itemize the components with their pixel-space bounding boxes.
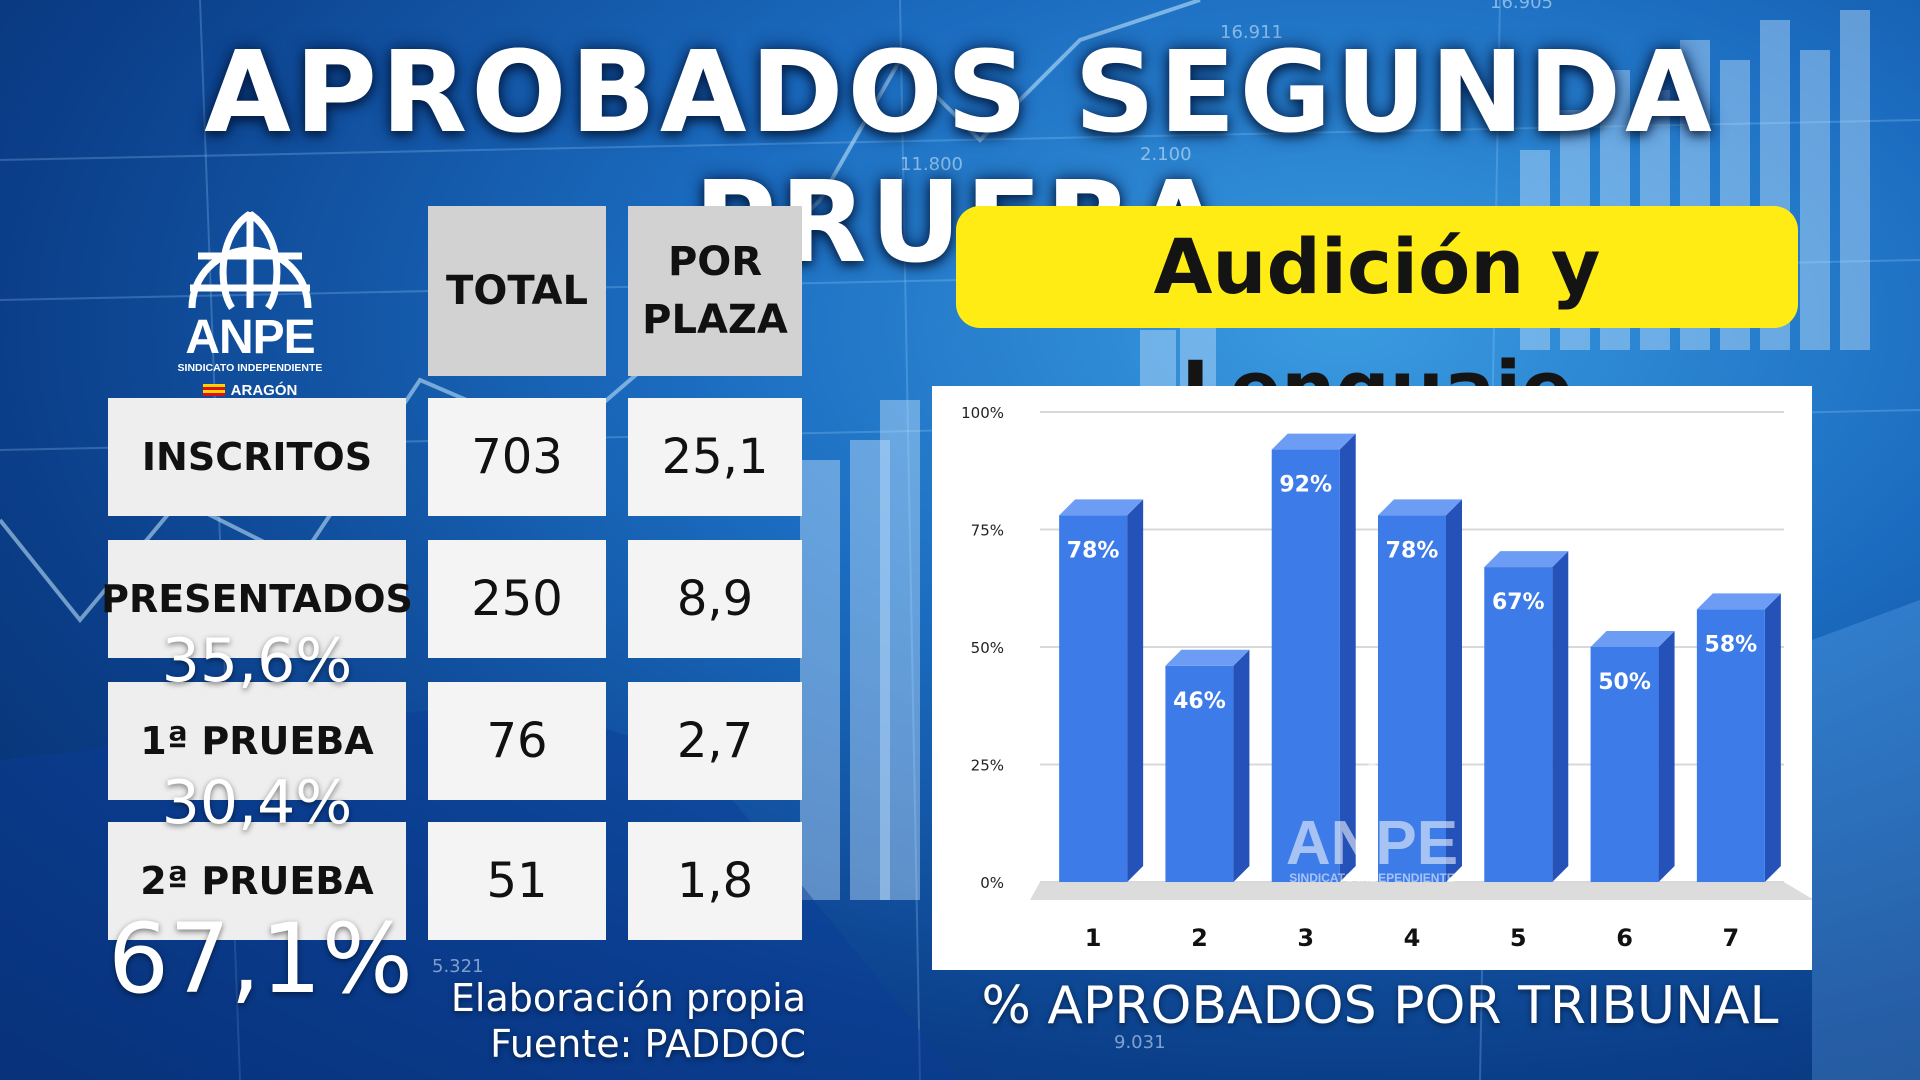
y-tick-label: 50%: [971, 639, 1004, 657]
data-label: 78%: [1386, 538, 1439, 563]
data-label: 92%: [1279, 473, 1332, 498]
x-tick-label: 7: [1723, 924, 1740, 952]
globe-icon: [188, 211, 312, 311]
bar: [1165, 665, 1234, 882]
background-number: 11.800: [900, 154, 963, 175]
bar-top: [1059, 499, 1144, 516]
data-label: 46%: [1173, 689, 1226, 714]
background-number: 16.911: [1220, 22, 1283, 43]
logo-name: ANPE: [185, 311, 315, 364]
x-tick-label: 6: [1616, 924, 1633, 952]
data-label: 50%: [1598, 670, 1651, 695]
background-number: 9.031: [1114, 1032, 1166, 1053]
row-total-presentados: 250: [428, 540, 606, 658]
x-tick-label: 4: [1404, 924, 1421, 952]
data-label: 67%: [1492, 590, 1545, 615]
row-per-place-presentados: 8,9: [628, 540, 802, 658]
bar-top: [1590, 631, 1675, 647]
logo-region-text: ARAGÓN: [230, 382, 298, 399]
y-tick-label: 100%: [961, 404, 1004, 422]
bar-top: [1378, 499, 1462, 516]
bar: [1378, 515, 1446, 882]
row-label-inscritos: INSCRITOS: [108, 398, 406, 516]
watermark-subtitle: SINDICATO INDEPENDIENTE: [1289, 871, 1455, 885]
x-tick-label: 3: [1297, 924, 1314, 952]
bar-chart: 0% 25% 50% 75% 100% 78% 1 46% 2 92% 3 78% 4 67% 5 50% 6 5…: [961, 404, 1814, 952]
data-label: 58%: [1705, 632, 1758, 657]
row-per-place-inscritos: 25,1: [628, 398, 802, 516]
row-per-place-segunda-prueba: 1,8: [628, 822, 802, 940]
x-tick-label: 2: [1191, 924, 1208, 952]
background-number: 16.905: [1490, 0, 1553, 13]
background-number: 2.100: [1140, 144, 1192, 165]
bar-top: [1696, 593, 1781, 610]
bar-side: [1127, 499, 1144, 882]
bar: [1059, 515, 1128, 882]
row-label-segunda-prueba: 2ª PRUEBA: [108, 822, 406, 940]
logo-subtitle: SINDICATO INDEPENDIENTE: [177, 362, 323, 374]
watermark-name: ANPE: [1286, 809, 1458, 878]
row-per-place-primera-prueba: 2,7: [628, 682, 802, 800]
chart-caption: % APROBADOS POR TRIBUNAL: [981, 976, 1779, 1036]
aragon-flag-icon: [202, 384, 225, 396]
background-number: 5.321: [432, 956, 484, 977]
x-tick-label: 5: [1510, 924, 1527, 952]
y-tick-label: 75%: [971, 522, 1004, 540]
source-line-paddoc: Fuente: PADDOC: [490, 1022, 806, 1066]
bar-top: [1484, 551, 1569, 568]
header-total: TOTAL: [428, 206, 606, 376]
bar: [1484, 567, 1553, 882]
y-tick-label: 0%: [980, 874, 1004, 892]
bar: [1696, 609, 1765, 882]
chart-floor: [1030, 882, 1814, 900]
bar-side: [1339, 433, 1356, 882]
row-label-presentados: PRESENTADOS: [101, 540, 413, 658]
specialty-banner: Audición y Lenguaje: [956, 206, 1798, 433]
row-total-segunda-prueba: 51: [428, 822, 606, 940]
bar: [1590, 647, 1659, 882]
bar-side: [1658, 631, 1675, 882]
logo-region: ARAGÓN: [170, 382, 330, 399]
anpe-logo: ANPE SINDICATO INDEPENDIENTE ARAGÓN: [170, 208, 330, 399]
header-per-place: POR PLAZA: [628, 206, 802, 376]
chart-panel: 0% 25% 50% 75% 100% 78% 1 46% 2 92% 3 78% 4 67% 5 50% 6 5…: [932, 386, 1814, 970]
bar: [1271, 449, 1340, 882]
bar-top: [1165, 649, 1250, 666]
bar-side: [1764, 593, 1781, 882]
bar-side: [1552, 551, 1569, 882]
source-line-own: Elaboración propia: [450, 976, 806, 1020]
bar-side: [1233, 649, 1250, 882]
row-total-primera-prueba: 76: [428, 682, 606, 800]
row-label-primera-prueba: 1ª PRUEBA: [108, 682, 406, 800]
percent-segunda-prueba: 67,1%: [108, 903, 413, 1015]
x-tick-label: 1: [1085, 924, 1102, 952]
y-tick-label: 25%: [971, 757, 1004, 775]
bar-side: [1446, 499, 1462, 882]
data-label: 78%: [1067, 538, 1120, 563]
row-total-inscritos: 703: [428, 398, 606, 516]
percent-presentados: 35,6%: [161, 626, 353, 696]
percent-primera-prueba: 30,4%: [161, 768, 353, 838]
bar-top: [1271, 433, 1356, 450]
